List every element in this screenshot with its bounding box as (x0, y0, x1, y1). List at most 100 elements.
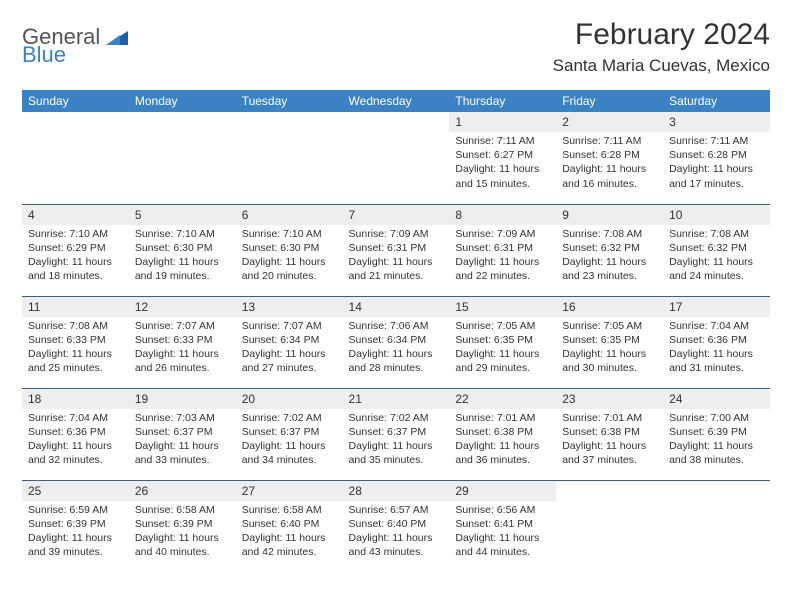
sunrise: Sunrise: 7:05 AM (562, 319, 657, 333)
sunset: Sunset: 6:29 PM (28, 241, 123, 255)
day-cell: 15Sunrise: 7:05 AMSunset: 6:35 PMDayligh… (449, 296, 556, 388)
day-cell (556, 480, 663, 572)
sunset: Sunset: 6:36 PM (669, 333, 764, 347)
title-block: February 2024 Santa Maria Cuevas, Mexico (553, 18, 770, 76)
day-content: Sunrise: 6:58 AMSunset: 6:39 PMDaylight:… (129, 501, 236, 566)
daylight: Daylight: 11 hours and 38 minutes. (669, 439, 764, 467)
day-number: 12 (129, 297, 236, 317)
day-cell: 1Sunrise: 7:11 AMSunset: 6:27 PMDaylight… (449, 112, 556, 204)
daylight: Daylight: 11 hours and 16 minutes. (562, 162, 657, 190)
day-cell: 3Sunrise: 7:11 AMSunset: 6:28 PMDaylight… (663, 112, 770, 204)
day-content: Sunrise: 7:10 AMSunset: 6:30 PMDaylight:… (129, 225, 236, 290)
sunrise: Sunrise: 7:00 AM (669, 411, 764, 425)
day-cell: 8Sunrise: 7:09 AMSunset: 6:31 PMDaylight… (449, 204, 556, 296)
day-number: 1 (449, 112, 556, 132)
sunset: Sunset: 6:30 PM (135, 241, 230, 255)
day-number: 27 (236, 481, 343, 501)
day-cell: 23Sunrise: 7:01 AMSunset: 6:38 PMDayligh… (556, 388, 663, 480)
day-number: 20 (236, 389, 343, 409)
sunset: Sunset: 6:32 PM (562, 241, 657, 255)
sunset: Sunset: 6:34 PM (242, 333, 337, 347)
day-cell: 9Sunrise: 7:08 AMSunset: 6:32 PMDaylight… (556, 204, 663, 296)
daylight: Daylight: 11 hours and 44 minutes. (455, 531, 550, 559)
weekday-header: Tuesday (236, 90, 343, 112)
day-cell: 14Sunrise: 7:06 AMSunset: 6:34 PMDayligh… (343, 296, 450, 388)
sunset: Sunset: 6:35 PM (562, 333, 657, 347)
sunset: Sunset: 6:37 PM (242, 425, 337, 439)
daylight: Daylight: 11 hours and 22 minutes. (455, 255, 550, 283)
weekday-header: Sunday (22, 90, 129, 112)
weekday-header: Friday (556, 90, 663, 112)
daylight: Daylight: 11 hours and 28 minutes. (349, 347, 444, 375)
daylight: Daylight: 11 hours and 26 minutes. (135, 347, 230, 375)
day-number: 5 (129, 205, 236, 225)
day-content: Sunrise: 7:05 AMSunset: 6:35 PMDaylight:… (449, 317, 556, 382)
sunset: Sunset: 6:40 PM (349, 517, 444, 531)
day-content: Sunrise: 7:11 AMSunset: 6:27 PMDaylight:… (449, 132, 556, 197)
day-cell: 25Sunrise: 6:59 AMSunset: 6:39 PMDayligh… (22, 480, 129, 572)
day-content: Sunrise: 7:02 AMSunset: 6:37 PMDaylight:… (343, 409, 450, 474)
day-content: Sunrise: 7:08 AMSunset: 6:32 PMDaylight:… (556, 225, 663, 290)
sunset: Sunset: 6:36 PM (28, 425, 123, 439)
daylight: Daylight: 11 hours and 37 minutes. (562, 439, 657, 467)
header: General February 2024 Santa Maria Cuevas… (22, 18, 770, 76)
day-content: Sunrise: 7:11 AMSunset: 6:28 PMDaylight:… (556, 132, 663, 197)
day-number: 28 (343, 481, 450, 501)
location: Santa Maria Cuevas, Mexico (553, 56, 770, 76)
sunset: Sunset: 6:37 PM (135, 425, 230, 439)
day-content: Sunrise: 7:09 AMSunset: 6:31 PMDaylight:… (343, 225, 450, 290)
weekday-header: Monday (129, 90, 236, 112)
sunset: Sunset: 6:28 PM (669, 148, 764, 162)
day-number: 14 (343, 297, 450, 317)
day-content: Sunrise: 7:03 AMSunset: 6:37 PMDaylight:… (129, 409, 236, 474)
day-number: 3 (663, 112, 770, 132)
sunset: Sunset: 6:30 PM (242, 241, 337, 255)
day-number: 11 (22, 297, 129, 317)
calendar-body: 1Sunrise: 7:11 AMSunset: 6:27 PMDaylight… (22, 112, 770, 572)
day-number: 10 (663, 205, 770, 225)
day-content: Sunrise: 6:59 AMSunset: 6:39 PMDaylight:… (22, 501, 129, 566)
day-cell: 16Sunrise: 7:05 AMSunset: 6:35 PMDayligh… (556, 296, 663, 388)
day-cell (129, 112, 236, 204)
sunset: Sunset: 6:28 PM (562, 148, 657, 162)
sunrise: Sunrise: 7:04 AM (669, 319, 764, 333)
day-cell: 18Sunrise: 7:04 AMSunset: 6:36 PMDayligh… (22, 388, 129, 480)
day-content: Sunrise: 7:11 AMSunset: 6:28 PMDaylight:… (663, 132, 770, 197)
daylight: Daylight: 11 hours and 18 minutes. (28, 255, 123, 283)
sunset: Sunset: 6:41 PM (455, 517, 550, 531)
sunrise: Sunrise: 7:03 AM (135, 411, 230, 425)
day-cell: 24Sunrise: 7:00 AMSunset: 6:39 PMDayligh… (663, 388, 770, 480)
sunset: Sunset: 6:33 PM (135, 333, 230, 347)
day-content: Sunrise: 7:02 AMSunset: 6:37 PMDaylight:… (236, 409, 343, 474)
day-content: Sunrise: 7:10 AMSunset: 6:30 PMDaylight:… (236, 225, 343, 290)
day-cell (663, 480, 770, 572)
daylight: Daylight: 11 hours and 17 minutes. (669, 162, 764, 190)
logo-sub: Blue (22, 42, 66, 68)
day-cell: 10Sunrise: 7:08 AMSunset: 6:32 PMDayligh… (663, 204, 770, 296)
day-number: 18 (22, 389, 129, 409)
sunrise: Sunrise: 7:10 AM (242, 227, 337, 241)
daylight: Daylight: 11 hours and 30 minutes. (562, 347, 657, 375)
daylight: Daylight: 11 hours and 31 minutes. (669, 347, 764, 375)
calendar-table: Sunday Monday Tuesday Wednesday Thursday… (22, 90, 770, 572)
day-number: 7 (343, 205, 450, 225)
day-cell (22, 112, 129, 204)
sunrise: Sunrise: 6:56 AM (455, 503, 550, 517)
day-cell: 29Sunrise: 6:56 AMSunset: 6:41 PMDayligh… (449, 480, 556, 572)
sunrise: Sunrise: 7:09 AM (455, 227, 550, 241)
sunset: Sunset: 6:35 PM (455, 333, 550, 347)
sunrise: Sunrise: 7:02 AM (242, 411, 337, 425)
daylight: Daylight: 11 hours and 15 minutes. (455, 162, 550, 190)
day-number: 15 (449, 297, 556, 317)
day-cell: 21Sunrise: 7:02 AMSunset: 6:37 PMDayligh… (343, 388, 450, 480)
day-number: 23 (556, 389, 663, 409)
day-content: Sunrise: 7:09 AMSunset: 6:31 PMDaylight:… (449, 225, 556, 290)
sunset: Sunset: 6:39 PM (28, 517, 123, 531)
day-content: Sunrise: 7:05 AMSunset: 6:35 PMDaylight:… (556, 317, 663, 382)
week-row: 18Sunrise: 7:04 AMSunset: 6:36 PMDayligh… (22, 388, 770, 480)
day-number: 25 (22, 481, 129, 501)
daylight: Daylight: 11 hours and 35 minutes. (349, 439, 444, 467)
day-number: 26 (129, 481, 236, 501)
daylight: Daylight: 11 hours and 25 minutes. (28, 347, 123, 375)
sunset: Sunset: 6:31 PM (349, 241, 444, 255)
